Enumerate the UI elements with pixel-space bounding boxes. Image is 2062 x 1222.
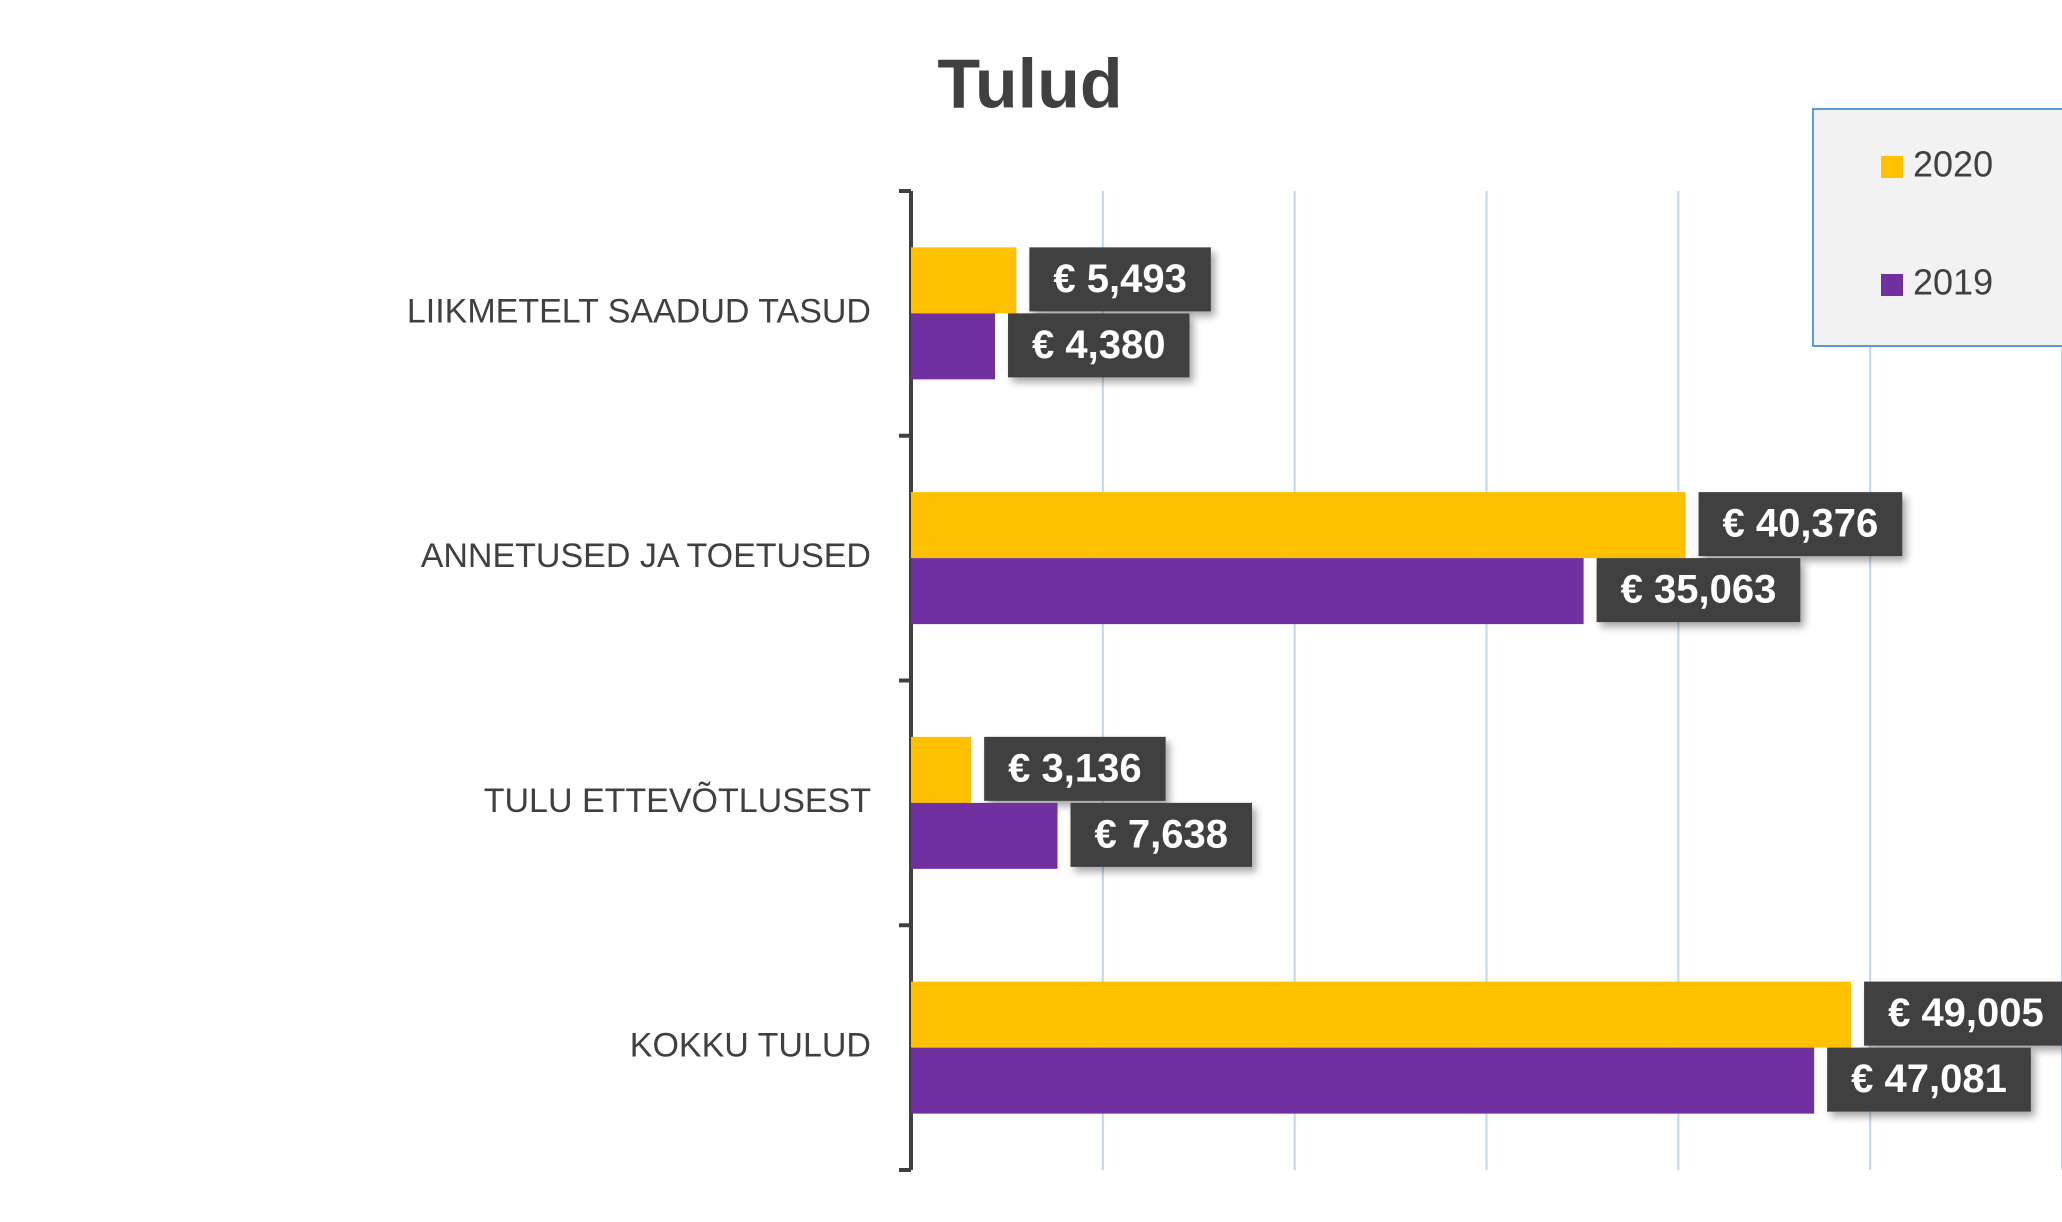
bar xyxy=(911,313,996,380)
data-label: € 40,376 xyxy=(1698,492,1903,557)
legend-swatch xyxy=(1881,156,1903,178)
y-tick-label: LIIKMETELT SAADUD TASUD xyxy=(407,292,871,330)
legend-label: 2020 xyxy=(1913,144,1993,185)
legend-label: 2019 xyxy=(1913,262,1993,303)
data-label: € 49,005 xyxy=(1864,981,2062,1046)
data-label-text: € 40,376 xyxy=(1723,502,1879,546)
data-label-text: € 5,493 xyxy=(1053,257,1186,301)
data-label: € 47,081 xyxy=(1827,1047,2031,1112)
data-label-text: € 3,136 xyxy=(1008,746,1141,790)
y-tick-label: TULU ETTEVÕTLUSEST xyxy=(484,782,871,820)
bar xyxy=(911,247,1017,314)
data-label-text: € 35,063 xyxy=(1621,568,1777,612)
data-label-text: € 7,638 xyxy=(1095,812,1228,856)
data-label-text: € 4,380 xyxy=(1032,323,1165,367)
bar xyxy=(911,492,1686,559)
bar xyxy=(911,981,1852,1048)
data-label: € 3,136 xyxy=(984,736,1166,801)
bar xyxy=(911,802,1058,869)
data-label-box xyxy=(1698,492,1903,557)
legend: 2020 2019 xyxy=(1812,108,2062,347)
y-tick-label: ANNETUSED JA TOETUSED xyxy=(421,537,871,575)
data-label-box xyxy=(1070,802,1252,867)
data-label-box xyxy=(1008,313,1190,378)
data-label: € 5,493 xyxy=(1029,247,1211,312)
data-label-box xyxy=(1029,247,1211,312)
legend-box xyxy=(1812,108,2062,347)
data-label: € 7,638 xyxy=(1070,802,1252,867)
data-label-text: € 47,081 xyxy=(1851,1057,2007,1101)
legend-swatch xyxy=(1881,274,1903,296)
data-label: € 4,380 xyxy=(1008,313,1190,378)
bar xyxy=(911,1047,1815,1114)
y-tick-label: KOKKU TULUD xyxy=(630,1027,871,1065)
chart-title: Tulud xyxy=(937,44,1122,122)
data-label: € 35,063 xyxy=(1596,558,1801,623)
data-label-box xyxy=(1864,981,2062,1046)
data-label-text: € 49,005 xyxy=(1888,991,2044,1035)
data-label-box xyxy=(1827,1047,2031,1112)
bar xyxy=(911,558,1584,625)
bar xyxy=(911,736,972,803)
data-label-box xyxy=(1596,558,1801,623)
data-label-box xyxy=(984,736,1166,801)
